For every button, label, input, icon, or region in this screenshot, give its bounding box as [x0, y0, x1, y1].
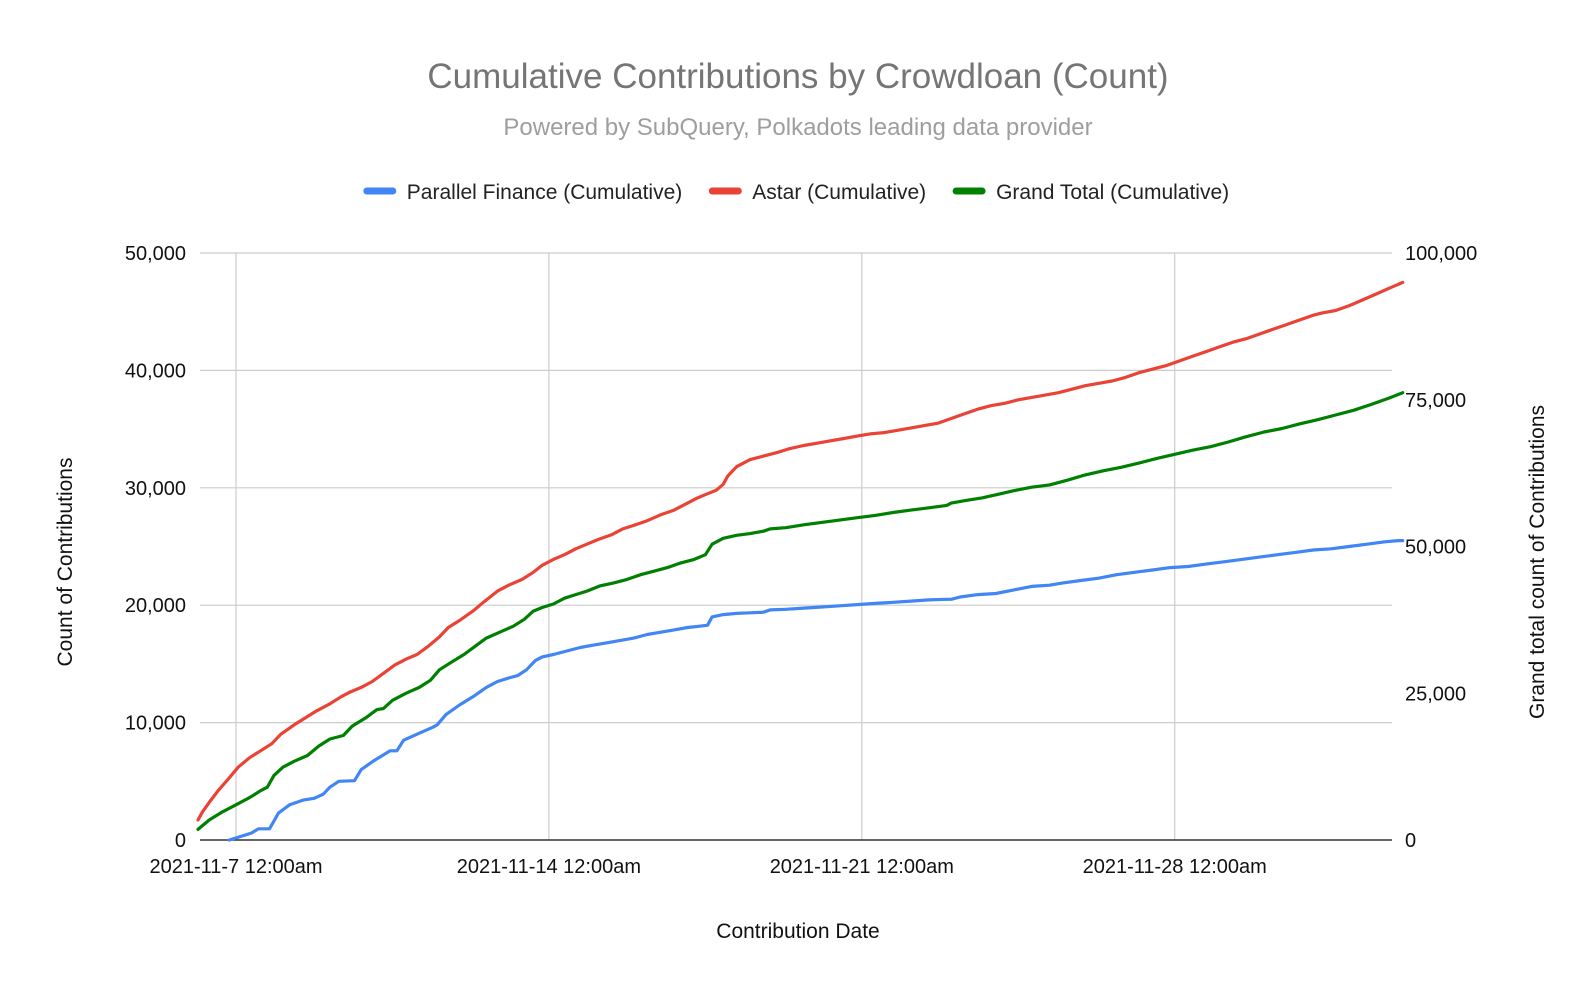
y-left-tick-label: 50,000: [125, 243, 186, 265]
chart-subtitle: Powered by SubQuery, Polkadots leading d…: [503, 114, 1092, 141]
legend-item-1: Parallel Finance (Cumulative): [363, 181, 682, 204]
series-lines: [196, 280, 1405, 842]
y-axis-left-title: Count of Contributions: [54, 458, 77, 667]
chart-legend: Parallel Finance (Cumulative) Astar (Cumu…: [363, 181, 1229, 204]
legend-item-3: Grand Total (Cumulative): [952, 181, 1229, 204]
y-right-tick-label: 25,000: [1405, 683, 1466, 705]
y-left-tick-label: 10,000: [125, 713, 186, 735]
y-axis-left-ticks: 0 10,000 20,000 30,000 40,000 50,000: [125, 243, 186, 852]
y-left-tick-label: 0: [175, 830, 186, 852]
x-axis-ticks: 2021-11-7 12:00am 2021-11-14 12:00am 2021-…: [149, 856, 1266, 878]
series-line-2: [196, 280, 1405, 822]
series-line-3: [196, 391, 1405, 831]
y-left-tick-label: 20,000: [125, 595, 186, 617]
grid-lines: [200, 252, 1392, 841]
x-tick-label: 2021-11-7 12:00am: [149, 856, 322, 878]
y-right-tick-label: 50,000: [1405, 537, 1466, 559]
x-tick-label: 2021-11-21 12:00am: [770, 856, 954, 878]
x-axis-title: Contribution Date: [716, 920, 879, 943]
series-line-1: [227, 539, 1405, 842]
legend-label: Grand Total (Cumulative): [996, 181, 1229, 204]
chart-title: Cumulative Contributions by Crowdloan (C…: [427, 57, 1168, 96]
y-axis-right-title: Grand total count of Contributions: [1526, 405, 1549, 719]
y-left-tick-label: 40,000: [125, 360, 186, 382]
y-right-tick-label: 0: [1405, 830, 1416, 852]
legend-label: Parallel Finance (Cumulative): [407, 181, 682, 204]
x-tick-label: 2021-11-14 12:00am: [457, 856, 641, 878]
y-right-tick-label: 100,000: [1405, 243, 1477, 265]
legend-item-2: Astar (Cumulative): [708, 181, 926, 204]
legend-label: Astar (Cumulative): [752, 181, 926, 204]
y-axis-right-ticks: 0 25,000 50,000 75,000 100,000: [1405, 243, 1477, 852]
x-tick-label: 2021-11-28 12:00am: [1083, 856, 1267, 878]
y-right-tick-label: 75,000: [1405, 390, 1466, 412]
y-left-tick-label: 30,000: [125, 478, 186, 500]
